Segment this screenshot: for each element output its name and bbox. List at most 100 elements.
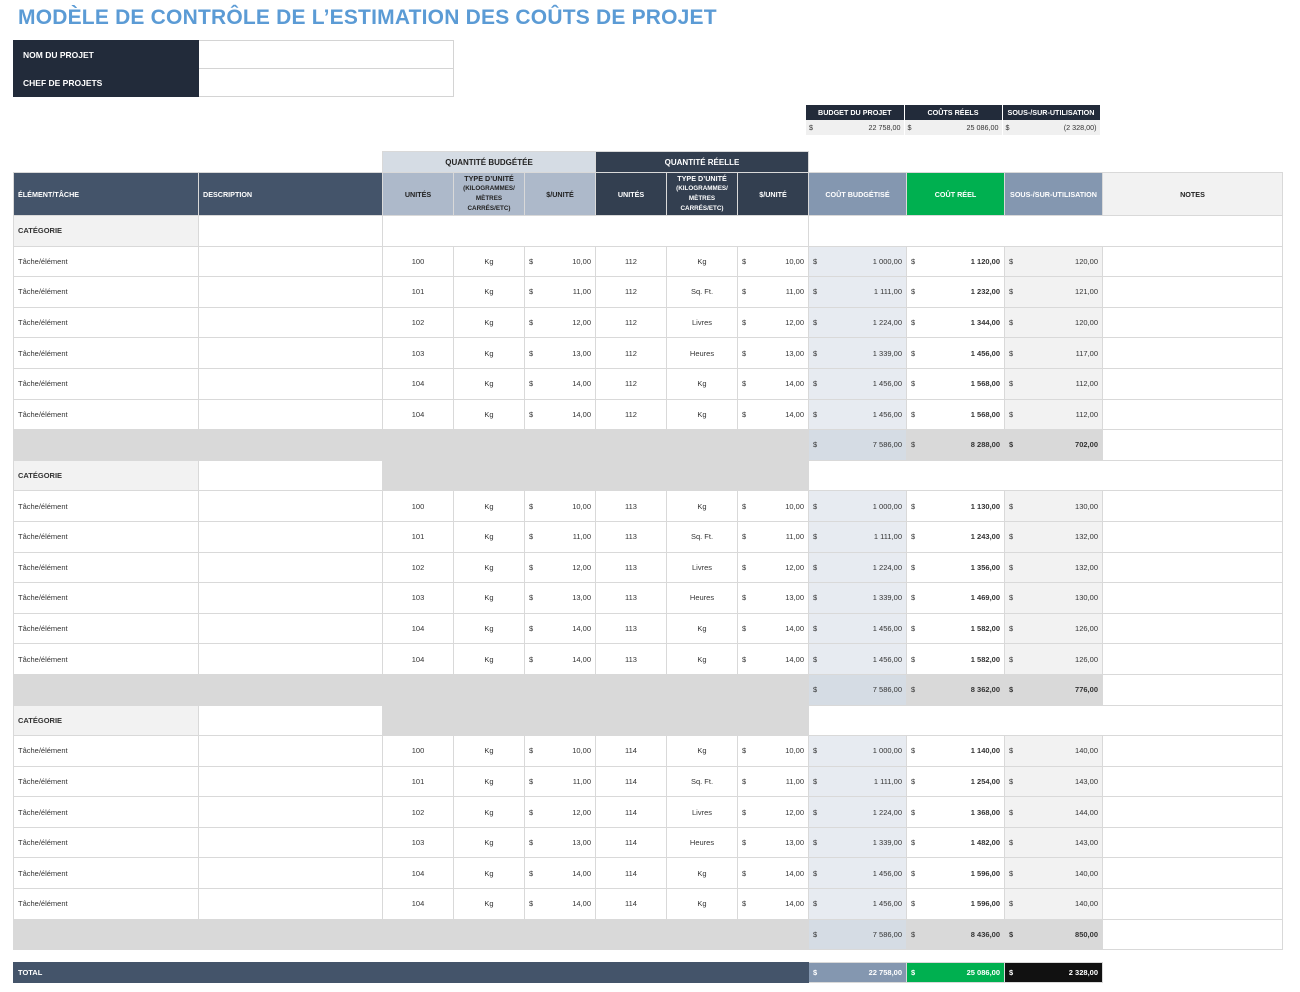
budget-price-cell[interactable]: $13,00 bbox=[524, 826, 596, 859]
budget-price-cell[interactable]: $10,00 bbox=[524, 490, 596, 522]
description-cell[interactable] bbox=[198, 612, 383, 645]
actual-price-cell[interactable]: $11,00 bbox=[737, 765, 809, 798]
subtotal-budget-cell[interactable]: $7 586,00 bbox=[808, 673, 907, 706]
budget-price-cell[interactable]: $13,00 bbox=[524, 582, 596, 614]
notes-cell[interactable] bbox=[1102, 735, 1283, 767]
actual-cost-cell[interactable]: $1 582,00 bbox=[906, 643, 1005, 675]
actual-units-cell[interactable]: 112 bbox=[595, 398, 667, 431]
budget-unit-type-cell[interactable]: Kg bbox=[453, 765, 525, 798]
actual-unit-type-cell[interactable]: Heures bbox=[666, 826, 738, 859]
subtotal-variance-cell[interactable]: $776,00 bbox=[1004, 673, 1103, 706]
budget-units-cell[interactable]: 104 bbox=[382, 857, 454, 890]
budget-units-cell[interactable]: 103 bbox=[382, 337, 454, 369]
budget-price-cell[interactable]: $11,00 bbox=[524, 765, 596, 798]
actual-units-cell[interactable]: 114 bbox=[595, 796, 667, 828]
budget-units-cell[interactable]: 102 bbox=[382, 551, 454, 584]
actual-cost-cell[interactable]: $1 232,00 bbox=[906, 276, 1005, 308]
actual-cost-cell[interactable]: $1 254,00 bbox=[906, 765, 1005, 798]
actual-cost-cell[interactable]: $1 344,00 bbox=[906, 306, 1005, 339]
actual-unit-type-cell[interactable]: Kg bbox=[666, 398, 738, 431]
actual-units-cell[interactable]: 113 bbox=[595, 551, 667, 584]
budget-cost-cell[interactable]: $1 339,00 bbox=[808, 826, 907, 859]
budget-unit-type-cell[interactable]: Kg bbox=[453, 735, 525, 767]
budget-units-cell[interactable]: 104 bbox=[382, 643, 454, 675]
budget-units-cell[interactable]: 100 bbox=[382, 735, 454, 767]
budget-cost-cell[interactable]: $1 339,00 bbox=[808, 337, 907, 369]
actual-units-cell[interactable]: 112 bbox=[595, 245, 667, 278]
budget-unit-type-cell[interactable]: Kg bbox=[453, 796, 525, 828]
budget-price-cell[interactable]: $12,00 bbox=[524, 796, 596, 828]
budget-units-cell[interactable]: 102 bbox=[382, 306, 454, 339]
variance-cell[interactable]: $132,00 bbox=[1004, 520, 1103, 553]
notes-cell[interactable] bbox=[1102, 765, 1283, 798]
budget-cost-cell[interactable]: $1 224,00 bbox=[808, 551, 907, 584]
total-variance-cell[interactable]: $2 328,00 bbox=[1004, 962, 1103, 984]
item-cell[interactable]: Tâche/élément bbox=[13, 337, 199, 369]
actual-unit-type-cell[interactable]: Kg bbox=[666, 888, 738, 920]
subtotal-actual-cell[interactable]: $8 436,00 bbox=[906, 918, 1005, 951]
actual-price-cell[interactable]: $10,00 bbox=[737, 735, 809, 767]
subtotal-actual-cell[interactable]: $8 362,00 bbox=[906, 673, 1005, 706]
actual-price-cell[interactable]: $14,00 bbox=[737, 398, 809, 431]
budget-units-cell[interactable]: 104 bbox=[382, 888, 454, 920]
variance-cell[interactable]: $117,00 bbox=[1004, 337, 1103, 369]
budget-unit-type-cell[interactable]: Kg bbox=[453, 306, 525, 339]
notes-cell[interactable] bbox=[1102, 245, 1283, 278]
budget-unit-type-cell[interactable]: Kg bbox=[453, 337, 525, 369]
budget-units-cell[interactable]: 101 bbox=[382, 520, 454, 553]
summary-variance-cell[interactable]: $ (2 328,00) bbox=[1002, 120, 1101, 135]
description-cell[interactable] bbox=[198, 643, 383, 675]
subtotal-actual-cell[interactable]: $8 288,00 bbox=[906, 429, 1005, 461]
actual-unit-type-cell[interactable]: Kg bbox=[666, 245, 738, 278]
actual-unit-type-cell[interactable]: Kg bbox=[666, 490, 738, 522]
actual-cost-cell[interactable]: $1 568,00 bbox=[906, 398, 1005, 431]
budget-units-cell[interactable]: 104 bbox=[382, 398, 454, 431]
notes-cell[interactable] bbox=[1102, 429, 1283, 461]
budget-price-cell[interactable]: $12,00 bbox=[524, 306, 596, 339]
variance-cell[interactable]: $126,00 bbox=[1004, 612, 1103, 645]
budget-unit-type-cell[interactable]: Kg bbox=[453, 612, 525, 645]
budget-price-cell[interactable]: $10,00 bbox=[524, 735, 596, 767]
variance-cell[interactable]: $140,00 bbox=[1004, 857, 1103, 890]
description-cell[interactable] bbox=[198, 888, 383, 920]
budget-price-cell[interactable]: $14,00 bbox=[524, 857, 596, 890]
actual-price-cell[interactable]: $12,00 bbox=[737, 551, 809, 584]
actual-price-cell[interactable]: $12,00 bbox=[737, 306, 809, 339]
actual-price-cell[interactable]: $10,00 bbox=[737, 490, 809, 522]
actual-price-cell[interactable]: $14,00 bbox=[737, 888, 809, 920]
summary-budget-cell[interactable]: $22 758,00 bbox=[806, 120, 905, 135]
description-cell[interactable] bbox=[198, 551, 383, 584]
actual-unit-type-cell[interactable]: Kg bbox=[666, 857, 738, 890]
actual-units-cell[interactable]: 113 bbox=[595, 643, 667, 675]
variance-cell[interactable]: $120,00 bbox=[1004, 306, 1103, 339]
actual-cost-cell[interactable]: $1 120,00 bbox=[906, 245, 1005, 278]
variance-cell[interactable]: $126,00 bbox=[1004, 643, 1103, 675]
budget-units-cell[interactable]: 103 bbox=[382, 582, 454, 614]
actual-unit-type-cell[interactable]: Kg bbox=[666, 643, 738, 675]
budget-unit-type-cell[interactable]: Kg bbox=[453, 367, 525, 400]
actual-price-cell[interactable]: $14,00 bbox=[737, 367, 809, 400]
actual-cost-cell[interactable]: $1 130,00 bbox=[906, 490, 1005, 522]
budget-price-cell[interactable]: $11,00 bbox=[524, 520, 596, 553]
item-cell[interactable]: Tâche/élément bbox=[13, 367, 199, 400]
item-cell[interactable]: Tâche/élément bbox=[13, 612, 199, 645]
notes-cell[interactable] bbox=[1102, 551, 1283, 584]
notes-cell[interactable] bbox=[1102, 367, 1283, 400]
budget-unit-type-cell[interactable]: Kg bbox=[453, 490, 525, 522]
actual-cost-cell[interactable]: $1 140,00 bbox=[906, 735, 1005, 767]
actual-price-cell[interactable]: $13,00 bbox=[737, 337, 809, 369]
budget-units-cell[interactable]: 101 bbox=[382, 276, 454, 308]
budget-price-cell[interactable]: $13,00 bbox=[524, 337, 596, 369]
variance-cell[interactable]: $130,00 bbox=[1004, 582, 1103, 614]
actual-unit-type-cell[interactable]: Heures bbox=[666, 582, 738, 614]
notes-cell[interactable] bbox=[1102, 643, 1283, 675]
budget-cost-cell[interactable]: $1 456,00 bbox=[808, 643, 907, 675]
item-cell[interactable]: Tâche/élément bbox=[13, 643, 199, 675]
actual-price-cell[interactable]: $12,00 bbox=[737, 796, 809, 828]
actual-unit-type-cell[interactable]: Kg bbox=[666, 612, 738, 645]
budget-units-cell[interactable]: 100 bbox=[382, 245, 454, 278]
actual-price-cell[interactable]: $14,00 bbox=[737, 857, 809, 890]
budget-units-cell[interactable]: 101 bbox=[382, 765, 454, 798]
variance-cell[interactable]: $121,00 bbox=[1004, 276, 1103, 308]
description-cell[interactable] bbox=[198, 857, 383, 890]
